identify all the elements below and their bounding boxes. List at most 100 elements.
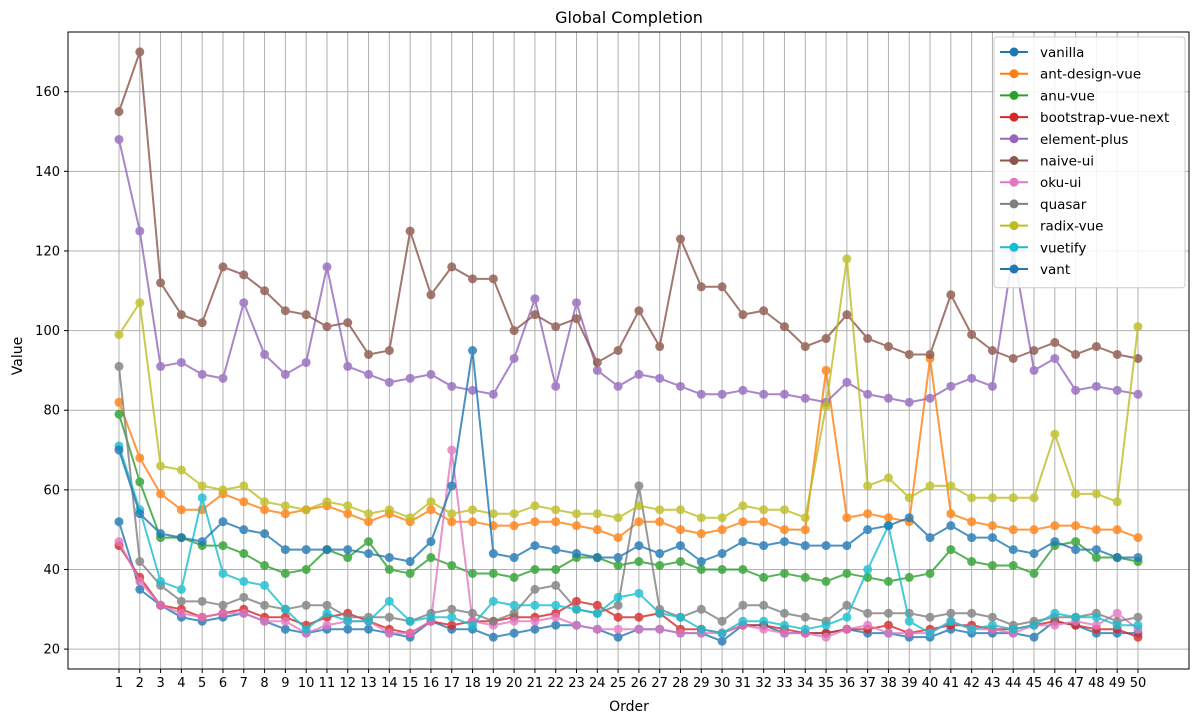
data-point xyxy=(967,373,977,383)
data-point xyxy=(717,564,727,574)
data-point xyxy=(551,381,561,391)
data-point xyxy=(218,568,228,578)
data-point xyxy=(1050,338,1060,348)
data-point xyxy=(384,628,394,638)
data-point xyxy=(509,608,519,618)
data-point xyxy=(821,334,831,344)
data-point xyxy=(1112,385,1122,395)
legend-item: anu-vue xyxy=(1000,88,1095,104)
x-tick-label: 33 xyxy=(776,676,793,691)
data-point xyxy=(218,608,228,618)
legend-item: vant xyxy=(1000,262,1070,278)
x-tick-label: 15 xyxy=(402,676,419,691)
data-point xyxy=(863,608,873,618)
data-point xyxy=(800,572,810,582)
data-point xyxy=(551,322,561,332)
data-point xyxy=(114,445,124,455)
data-point xyxy=(218,517,228,527)
data-point xyxy=(696,513,706,523)
data-point xyxy=(301,357,311,367)
data-point xyxy=(384,553,394,563)
data-point xyxy=(426,537,436,547)
data-point xyxy=(197,493,207,503)
legend-label: anu-vue xyxy=(1040,88,1095,104)
data-point xyxy=(488,509,498,519)
x-tick-label: 42 xyxy=(963,676,980,691)
x-tick-label: 24 xyxy=(589,676,606,691)
legend-label: radix-vue xyxy=(1040,219,1104,235)
data-point xyxy=(904,349,914,359)
data-point xyxy=(613,381,623,391)
x-tick-label: 40 xyxy=(922,676,939,691)
data-point xyxy=(800,393,810,403)
data-point xyxy=(1029,525,1039,535)
legend-item: ant-design-vue xyxy=(1000,67,1141,83)
data-point xyxy=(1008,545,1018,555)
data-point xyxy=(1091,553,1101,563)
x-tick-label: 12 xyxy=(339,676,356,691)
data-point xyxy=(946,545,956,555)
data-point xyxy=(280,369,290,379)
data-point xyxy=(592,509,602,519)
data-point xyxy=(343,361,353,371)
data-point xyxy=(1050,429,1060,439)
data-point xyxy=(863,334,873,344)
series-ant-design-vue xyxy=(114,353,1143,543)
data-point xyxy=(1071,489,1081,499)
data-point xyxy=(883,608,893,618)
y-tick-label: 20 xyxy=(43,643,60,658)
data-point xyxy=(655,505,665,515)
data-point xyxy=(426,497,436,507)
data-point xyxy=(509,628,519,638)
data-point xyxy=(447,262,457,272)
data-point xyxy=(779,620,789,630)
data-point xyxy=(842,541,852,551)
data-point xyxy=(343,501,353,511)
data-point xyxy=(863,481,873,491)
data-point xyxy=(967,330,977,340)
data-point xyxy=(821,541,831,551)
data-point xyxy=(842,310,852,320)
data-point xyxy=(343,318,353,328)
data-point xyxy=(364,537,374,547)
data-point xyxy=(114,330,124,340)
data-point xyxy=(197,537,207,547)
data-point xyxy=(675,381,685,391)
legend-item: vuetify xyxy=(1000,240,1086,256)
data-point xyxy=(655,549,665,559)
legend-item: radix-vue xyxy=(1000,219,1104,235)
data-point xyxy=(717,282,727,292)
data-point xyxy=(800,342,810,352)
data-point xyxy=(779,389,789,399)
data-point xyxy=(738,564,748,574)
data-point xyxy=(696,604,706,614)
data-point xyxy=(405,628,415,638)
y-tick-label: 160 xyxy=(35,85,60,100)
data-point xyxy=(883,576,893,586)
data-point xyxy=(613,560,623,570)
data-point xyxy=(301,545,311,555)
data-point xyxy=(1029,632,1039,642)
data-point xyxy=(842,612,852,622)
data-point xyxy=(551,620,561,630)
data-point xyxy=(114,107,124,117)
x-tick-label: 31 xyxy=(735,676,752,691)
y-tick-label: 40 xyxy=(43,563,60,578)
data-point xyxy=(925,628,935,638)
data-point xyxy=(592,600,602,610)
data-point xyxy=(759,306,769,316)
data-point xyxy=(592,357,602,367)
data-point xyxy=(488,596,498,606)
data-point xyxy=(1029,549,1039,559)
data-point xyxy=(239,592,249,602)
data-point xyxy=(759,572,769,582)
x-tick-label: 4 xyxy=(177,676,185,691)
data-point xyxy=(696,529,706,539)
data-point xyxy=(967,517,977,527)
data-point xyxy=(322,600,332,610)
data-point xyxy=(197,596,207,606)
data-point xyxy=(675,557,685,567)
data-point xyxy=(447,560,457,570)
data-point xyxy=(842,377,852,387)
legend-label: vanilla xyxy=(1040,45,1084,61)
